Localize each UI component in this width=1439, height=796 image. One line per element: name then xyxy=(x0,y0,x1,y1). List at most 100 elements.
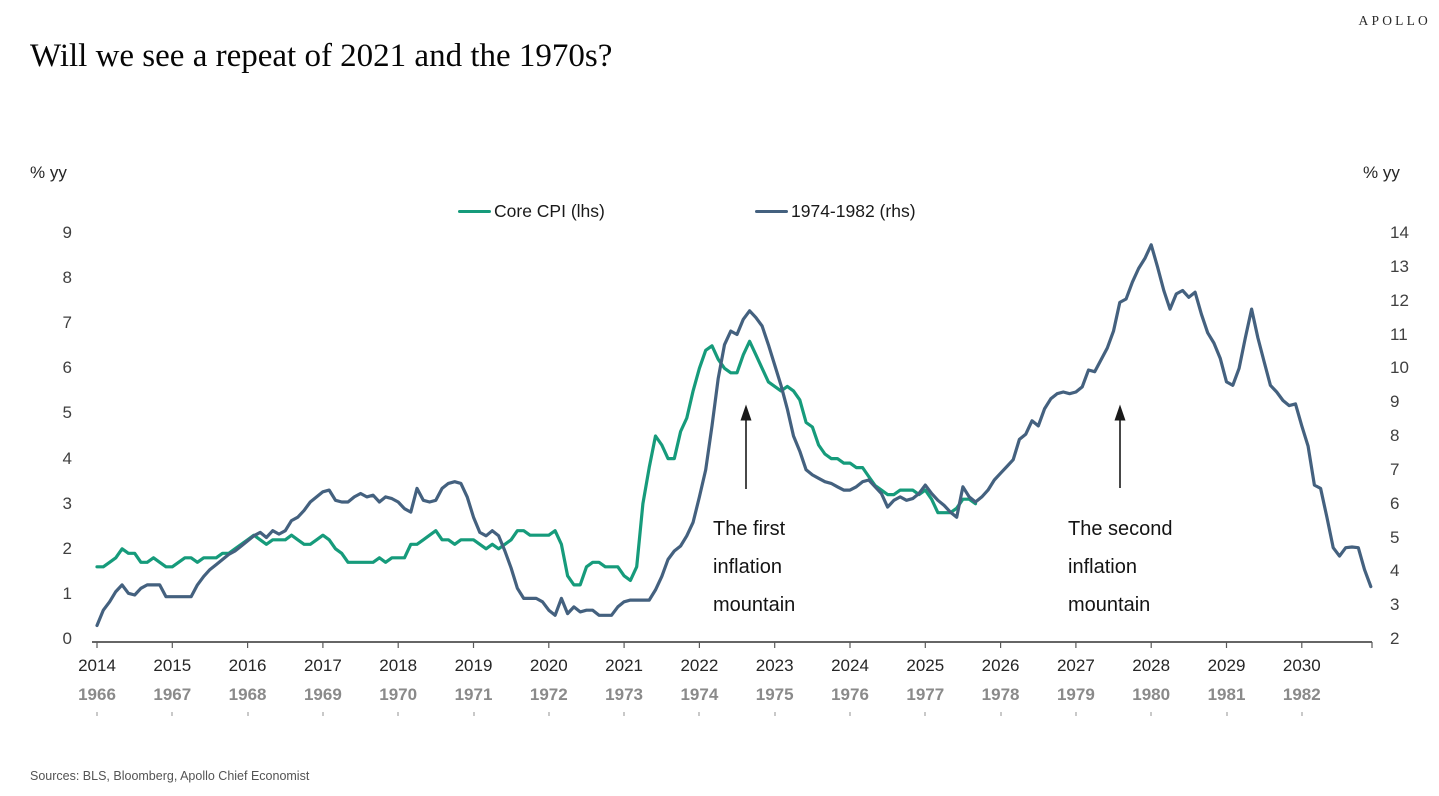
left-y-tick-6: 6 xyxy=(62,358,72,378)
x-minor-tick-1977 xyxy=(924,712,927,716)
series-line-core-cpi xyxy=(95,339,978,587)
first-mountain-arrow-icon xyxy=(740,404,752,489)
legend-label-core-cpi: Core CPI (lhs) xyxy=(494,201,605,221)
x-tick-year-1976: 1976 xyxy=(831,685,869,704)
sources-note: Sources: BLS, Bloomberg, Apollo Chief Ec… xyxy=(30,769,310,783)
page-title: Will we see a repeat of 2021 and the 197… xyxy=(30,38,613,74)
x-tick-year-1981: 1981 xyxy=(1207,685,1246,704)
x-tick-year-2017: 2017 xyxy=(303,656,342,675)
right-y-tick-14: 14 xyxy=(1390,223,1409,242)
right-y-tick-2: 2 xyxy=(1390,629,1400,648)
x-tick-year-2028: 2028 xyxy=(1132,656,1171,675)
x-tick-year-2015: 2015 xyxy=(153,656,192,675)
legend-label-1974-1982: 1974-1982 (rhs) xyxy=(791,201,916,221)
x-tick-year-2023: 2023 xyxy=(755,656,794,675)
left-y-tick-7: 7 xyxy=(62,313,72,333)
series-line-1974-1982 xyxy=(95,243,1373,628)
right-y-tick-11: 11 xyxy=(1390,324,1408,344)
x-minor-tick-1978 xyxy=(999,712,1002,716)
x-tick-year-1970: 1970 xyxy=(379,685,418,704)
x-tick-year-2018: 2018 xyxy=(379,656,418,675)
first-mountain-annotation: The first inflation mountain xyxy=(713,510,795,624)
annotation-line: The second xyxy=(1068,518,1173,540)
x-tick-year-2025: 2025 xyxy=(906,656,945,675)
x-tick-year-2026: 2026 xyxy=(981,656,1020,675)
right-y-tick-4: 4 xyxy=(1390,561,1400,581)
right-y-tick-5: 5 xyxy=(1390,527,1400,547)
right-y-tick-8: 8 xyxy=(1390,426,1400,445)
right-y-tick-12: 12 xyxy=(1390,290,1409,310)
x-minor-tick-1971 xyxy=(472,712,475,716)
x-tick-year-1978: 1978 xyxy=(981,685,1020,704)
x-tick-year-2016: 2016 xyxy=(228,656,267,675)
right-y-tick-3: 3 xyxy=(1390,595,1400,615)
left-y-tick-9: 9 xyxy=(62,223,72,242)
legend-item-1974-1982: 1974-1982 (rhs) xyxy=(755,201,916,222)
left-y-tick-8: 8 xyxy=(62,268,72,288)
x-axis xyxy=(92,641,1373,648)
x-tick-year-1967: 1967 xyxy=(153,685,192,704)
x-tick-year-2014: 2014 xyxy=(78,656,116,675)
apollo-logo: APOLLO xyxy=(1358,13,1431,28)
right-y-tick-9: 9 xyxy=(1390,392,1400,412)
x-minor-tick-1982 xyxy=(1300,712,1303,716)
core-cpi-line-swatch xyxy=(458,209,491,214)
x-minor-tick-1970 xyxy=(397,712,400,716)
right-axis-unit: % yy xyxy=(1363,163,1400,182)
x-minor-tick-1980 xyxy=(1150,712,1153,716)
x-minor-tick-1975 xyxy=(773,712,776,716)
annotation-line: mountain xyxy=(1068,594,1151,616)
second-mountain-arrow-icon xyxy=(1114,404,1126,488)
annotation-line: inflation xyxy=(713,556,782,578)
x-tick-year-2021: 2021 xyxy=(605,656,643,675)
left-y-tick-3: 3 xyxy=(62,493,72,513)
x-tick-year-2027: 2027 xyxy=(1056,656,1095,675)
left-y-tick-4: 4 xyxy=(62,448,72,468)
annotation-line: mountain xyxy=(713,594,796,616)
x-tick-year-2022: 2022 xyxy=(680,656,719,675)
x-tick-year-1974: 1974 xyxy=(680,685,719,704)
right-y-tick-10: 10 xyxy=(1390,358,1409,378)
x-minor-tick-1969 xyxy=(321,712,324,716)
annotation-line: The first xyxy=(713,518,786,540)
x-tick-year-2019: 2019 xyxy=(454,656,493,675)
x-minor-tick-1968 xyxy=(246,712,249,716)
left-y-tick-5: 5 xyxy=(62,403,72,423)
x-tick-year-1982: 1982 xyxy=(1282,685,1321,704)
x-tick-year-2020: 2020 xyxy=(529,656,568,675)
x-tick-year-1980: 1980 xyxy=(1132,685,1171,704)
x-minor-tick-1972 xyxy=(547,712,550,716)
legend-item-core-cpi: Core CPI (lhs) xyxy=(458,201,605,222)
x-minor-tick-1967 xyxy=(171,712,174,716)
x-minor-tick-1966 xyxy=(96,712,98,716)
right-y-tick-6: 6 xyxy=(1390,493,1400,513)
x-tick-year-1979: 1979 xyxy=(1056,685,1095,704)
right-y-tick-13: 13 xyxy=(1390,256,1409,276)
x-tick-year-1977: 1977 xyxy=(906,685,945,704)
x-tick-year-1972: 1972 xyxy=(529,685,568,704)
line-1974-1982-swatch xyxy=(755,209,788,214)
x-tick-year-1973: 1973 xyxy=(605,685,643,704)
x-tick-year-1968: 1968 xyxy=(228,685,267,704)
x-minor-tick-1974 xyxy=(698,712,701,716)
series-lines xyxy=(95,243,1373,628)
x-minor-tick-1981 xyxy=(1225,712,1228,716)
right-y-tick-7: 7 xyxy=(1390,459,1400,479)
left-y-tick-0: 0 xyxy=(62,629,72,648)
x-tick-year-1971: 1971 xyxy=(454,685,493,704)
x-minor-tick-1973 xyxy=(623,712,626,716)
left-y-tick-1: 1 xyxy=(62,583,72,603)
annotation-line: inflation xyxy=(1068,556,1137,578)
left-axis-unit: % yy xyxy=(30,163,67,182)
x-minor-tick-1976 xyxy=(849,712,851,716)
x-tick-year-2024: 2024 xyxy=(831,656,869,675)
left-y-tick-2: 2 xyxy=(62,538,72,558)
x-tick-year-1975: 1975 xyxy=(755,685,794,704)
x-tick-year-1969: 1969 xyxy=(303,685,342,704)
x-minor-tick-1979 xyxy=(1074,712,1077,716)
x-tick-year-2029: 2029 xyxy=(1207,656,1246,675)
x-tick-year-1966: 1966 xyxy=(78,685,116,704)
second-mountain-annotation: The second inflation mountain xyxy=(1068,510,1173,624)
